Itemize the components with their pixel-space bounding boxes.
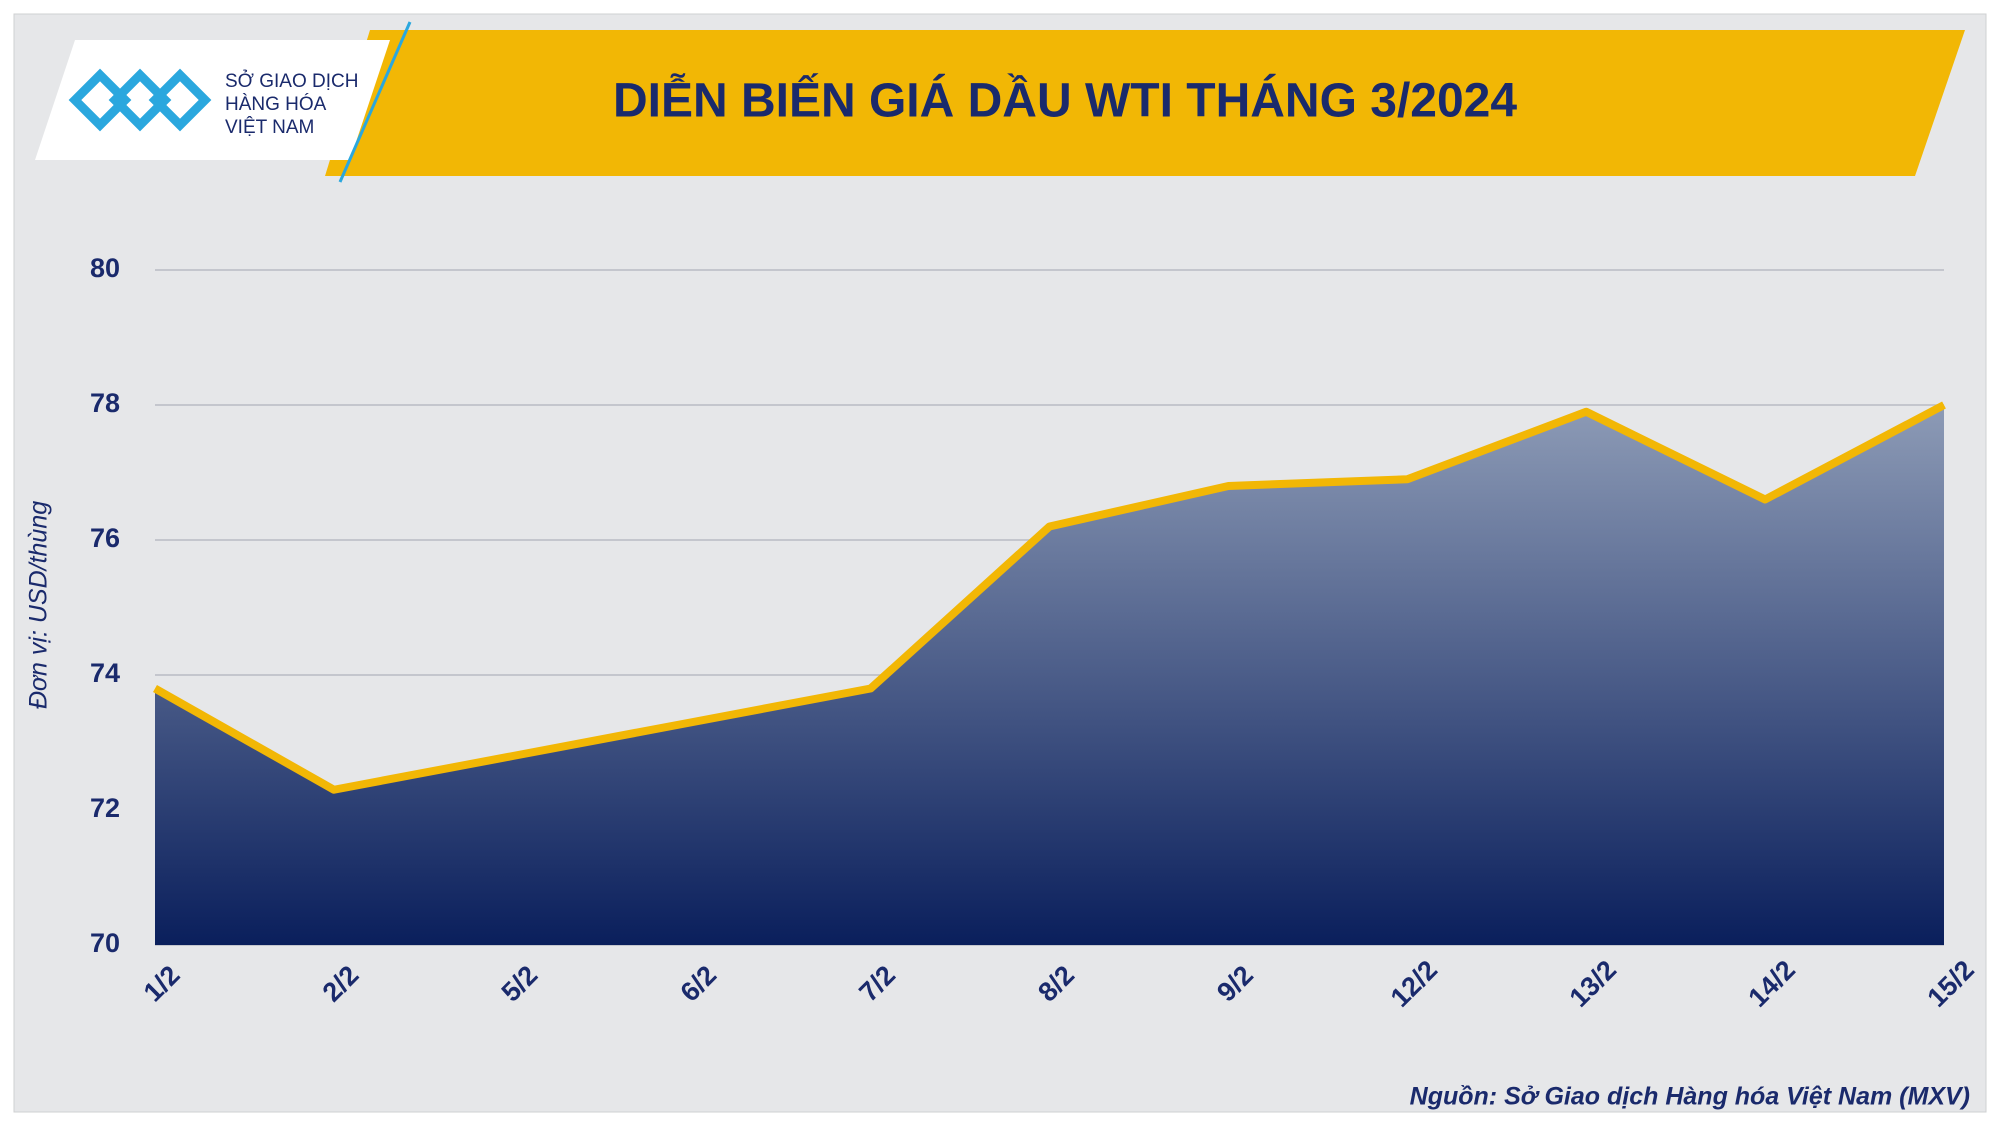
title-banner bbox=[325, 30, 1965, 176]
y-axis-label: Đơn vị: USD/thùng bbox=[25, 501, 53, 709]
logo-text: VIỆT NAM bbox=[225, 116, 314, 138]
y-tick-label: 78 bbox=[90, 388, 120, 418]
y-tick-label: 72 bbox=[90, 793, 120, 823]
y-tick-label: 80 bbox=[90, 253, 120, 283]
logo-box bbox=[35, 40, 390, 160]
logo-text: HÀNG HÓA bbox=[225, 93, 327, 115]
source: Nguồn: Sở Giao dịch Hàng hóa Việt Nam (M… bbox=[1410, 1083, 1970, 1111]
y-tick-label: 70 bbox=[90, 928, 120, 958]
line bbox=[153, 401, 1946, 794]
logo-text: SỞ GIAO DỊCH bbox=[225, 70, 358, 92]
area-fill bbox=[155, 405, 1944, 945]
logo-mark bbox=[68, 68, 212, 132]
chart-title: DIỄN BIẾN GIÁ DẦU WTI THÁNG 3/2024 bbox=[613, 74, 1517, 128]
y-tick-label: 74 bbox=[90, 658, 120, 688]
logo-accent bbox=[338, 21, 412, 183]
y-tick-label: 76 bbox=[90, 523, 120, 553]
